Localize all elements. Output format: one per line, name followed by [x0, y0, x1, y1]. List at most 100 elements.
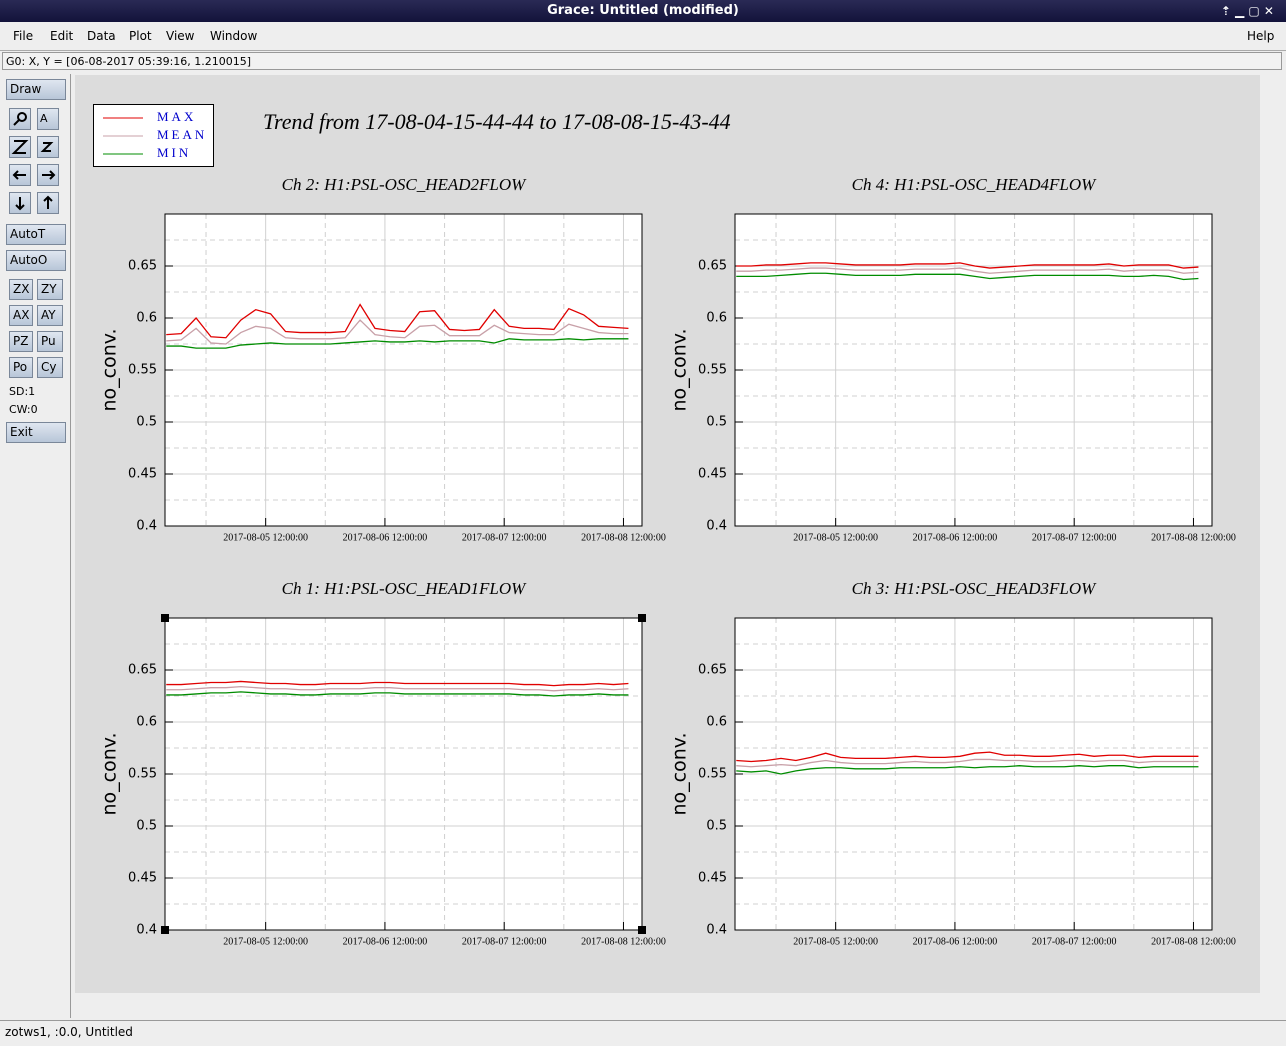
y-axis-label: no_conv.: [669, 328, 691, 411]
x-tick-label: 2017-08-05 12:00:00: [223, 532, 308, 543]
window-controls[interactable]: ⇡ ▁ ▢ ✕: [1220, 4, 1274, 18]
x-tick-label: 2017-08-08 12:00:00: [581, 532, 666, 543]
menu-item[interactable]: File: [13, 29, 34, 43]
y-tick-label: 0.5: [706, 819, 727, 834]
y-tick-label: 0.45: [128, 871, 157, 886]
y-tick-label: 0.55: [128, 767, 157, 782]
plot-frame: [734, 213, 1213, 527]
y-axis-label: no_conv.: [99, 732, 121, 815]
y-tick-label: 0.45: [698, 467, 727, 482]
y-tick-label: 0.6: [706, 311, 727, 326]
selection-handle: [638, 926, 646, 934]
selection-handle: [638, 614, 646, 622]
figure-title: Trend from 17-08-04-15-44-44 to 17-08-08…: [263, 109, 731, 134]
plot-frame: [164, 213, 643, 527]
x-tick-label: 2017-08-08 12:00:00: [1151, 532, 1236, 543]
footer-status: zotws1, :0.0, Untitled: [0, 1020, 1286, 1046]
y-tick-label: 0.6: [136, 311, 157, 326]
selection-handle: [161, 614, 169, 622]
menu-item[interactable]: View: [166, 29, 195, 43]
chart-title: Ch 4: H1:PSL-OSC_HEAD4FLOW: [852, 175, 1097, 194]
y-tick-label: 0.45: [128, 467, 157, 482]
series-line: [736, 751, 1199, 763]
toolbar: Draw A AutoT AutoO ZX ZY AX AY PZ Pu Po …: [0, 74, 71, 1018]
y-tick-label: 0.55: [128, 363, 157, 378]
y-axis-label: no_conv.: [669, 732, 691, 815]
chart-title: Ch 2: H1:PSL-OSC_HEAD2FLOW: [282, 175, 527, 194]
y-tick-label: 0.6: [136, 715, 157, 730]
toolbar-button[interactable]: AY: [37, 305, 63, 326]
toolbar-button[interactable]: ZX: [9, 279, 33, 300]
icon-glyph: A: [40, 112, 48, 125]
y-tick-label: 0.5: [136, 819, 157, 834]
toolbar-button[interactable]: AutoO: [6, 250, 66, 271]
x-tick-label: 2017-08-06 12:00:00: [343, 532, 428, 543]
toolbar-button[interactable]: Draw: [6, 79, 66, 100]
series-line: [166, 303, 629, 339]
y-tick-label: 0.65: [698, 663, 727, 678]
x-tick-label: 2017-08-07 12:00:00: [1032, 936, 1117, 947]
toolbar-button[interactable]: PZ: [9, 331, 33, 352]
toolbar-button[interactable]: Cy: [37, 357, 63, 378]
y-tick-label: 0.4: [706, 519, 727, 534]
y-tick-label: 0.65: [128, 663, 157, 678]
menu-item[interactable]: Plot: [129, 29, 152, 43]
toolbar-info: SD:1: [9, 385, 36, 398]
selection-handle: [161, 926, 169, 934]
y-tick-label: 0.4: [706, 923, 727, 938]
window-title: Grace: Untitled (modified): [547, 3, 739, 18]
series-line: [166, 685, 629, 692]
x-tick-label: 2017-08-08 12:00:00: [1151, 936, 1236, 947]
series-line: [736, 272, 1199, 281]
y-tick-label: 0.55: [698, 363, 727, 378]
toolbar-button[interactable]: AX: [9, 305, 33, 326]
toolbar-button[interactable]: Po: [9, 357, 33, 378]
series-line: [166, 319, 629, 345]
title-bar: Grace: Untitled (modified) ⇡ ▁ ▢ ✕: [0, 0, 1286, 22]
x-tick-label: 2017-08-05 12:00:00: [793, 532, 878, 543]
menu-item[interactable]: Help: [1247, 29, 1275, 43]
y-axis-label: no_conv.: [99, 328, 121, 411]
series-line: [736, 765, 1199, 775]
legend-label: MIN: [157, 145, 191, 160]
text-button[interactable]: [37, 108, 59, 130]
x-tick-label: 2017-08-08 12:00:00: [581, 936, 666, 947]
y-tick-label: 0.65: [128, 259, 157, 274]
menu-bar: File Edit Data Plot View Window Help: [0, 22, 1286, 51]
legend-label: MEAN: [157, 127, 207, 142]
menu-item[interactable]: Window: [210, 29, 258, 43]
toolbar-button[interactable]: ZY: [37, 279, 63, 300]
series-line: [736, 758, 1199, 768]
menu-item[interactable]: Edit: [50, 29, 74, 43]
x-tick-label: 2017-08-07 12:00:00: [462, 532, 547, 543]
series-line: [736, 262, 1199, 269]
y-tick-label: 0.4: [136, 923, 157, 938]
y-tick-label: 0.6: [706, 715, 727, 730]
y-tick-label: 0.4: [136, 519, 157, 534]
series-line: [736, 267, 1199, 274]
x-tick-label: 2017-08-07 12:00:00: [1032, 532, 1117, 543]
chart-title: Ch 1: H1:PSL-OSC_HEAD1FLOW: [282, 579, 527, 598]
chart-title: Ch 3: H1:PSL-OSC_HEAD3FLOW: [852, 579, 1097, 598]
toolbar-button[interactable]: AutoT: [6, 224, 66, 245]
toolbar-button[interactable]: Exit: [6, 422, 66, 443]
y-tick-label: 0.55: [698, 767, 727, 782]
x-tick-label: 2017-08-06 12:00:00: [913, 532, 998, 543]
x-tick-label: 2017-08-07 12:00:00: [462, 936, 547, 947]
toolbar-icons: A: [11, 112, 56, 211]
legend-label: MAX: [157, 109, 196, 124]
series-line: [166, 338, 629, 349]
plot-frame: [164, 617, 643, 931]
toolbar-button[interactable]: Pu: [37, 331, 63, 352]
x-tick-label: 2017-08-06 12:00:00: [343, 936, 428, 947]
y-tick-label: 0.5: [706, 415, 727, 430]
x-tick-label: 2017-08-05 12:00:00: [223, 936, 308, 947]
x-tick-label: 2017-08-06 12:00:00: [913, 936, 998, 947]
toolbar-info: CW:0: [9, 403, 38, 416]
x-tick-label: 2017-08-05 12:00:00: [793, 936, 878, 947]
plot-frame: [734, 617, 1213, 931]
menu-item[interactable]: Data: [87, 29, 116, 43]
y-tick-label: 0.65: [698, 259, 727, 274]
